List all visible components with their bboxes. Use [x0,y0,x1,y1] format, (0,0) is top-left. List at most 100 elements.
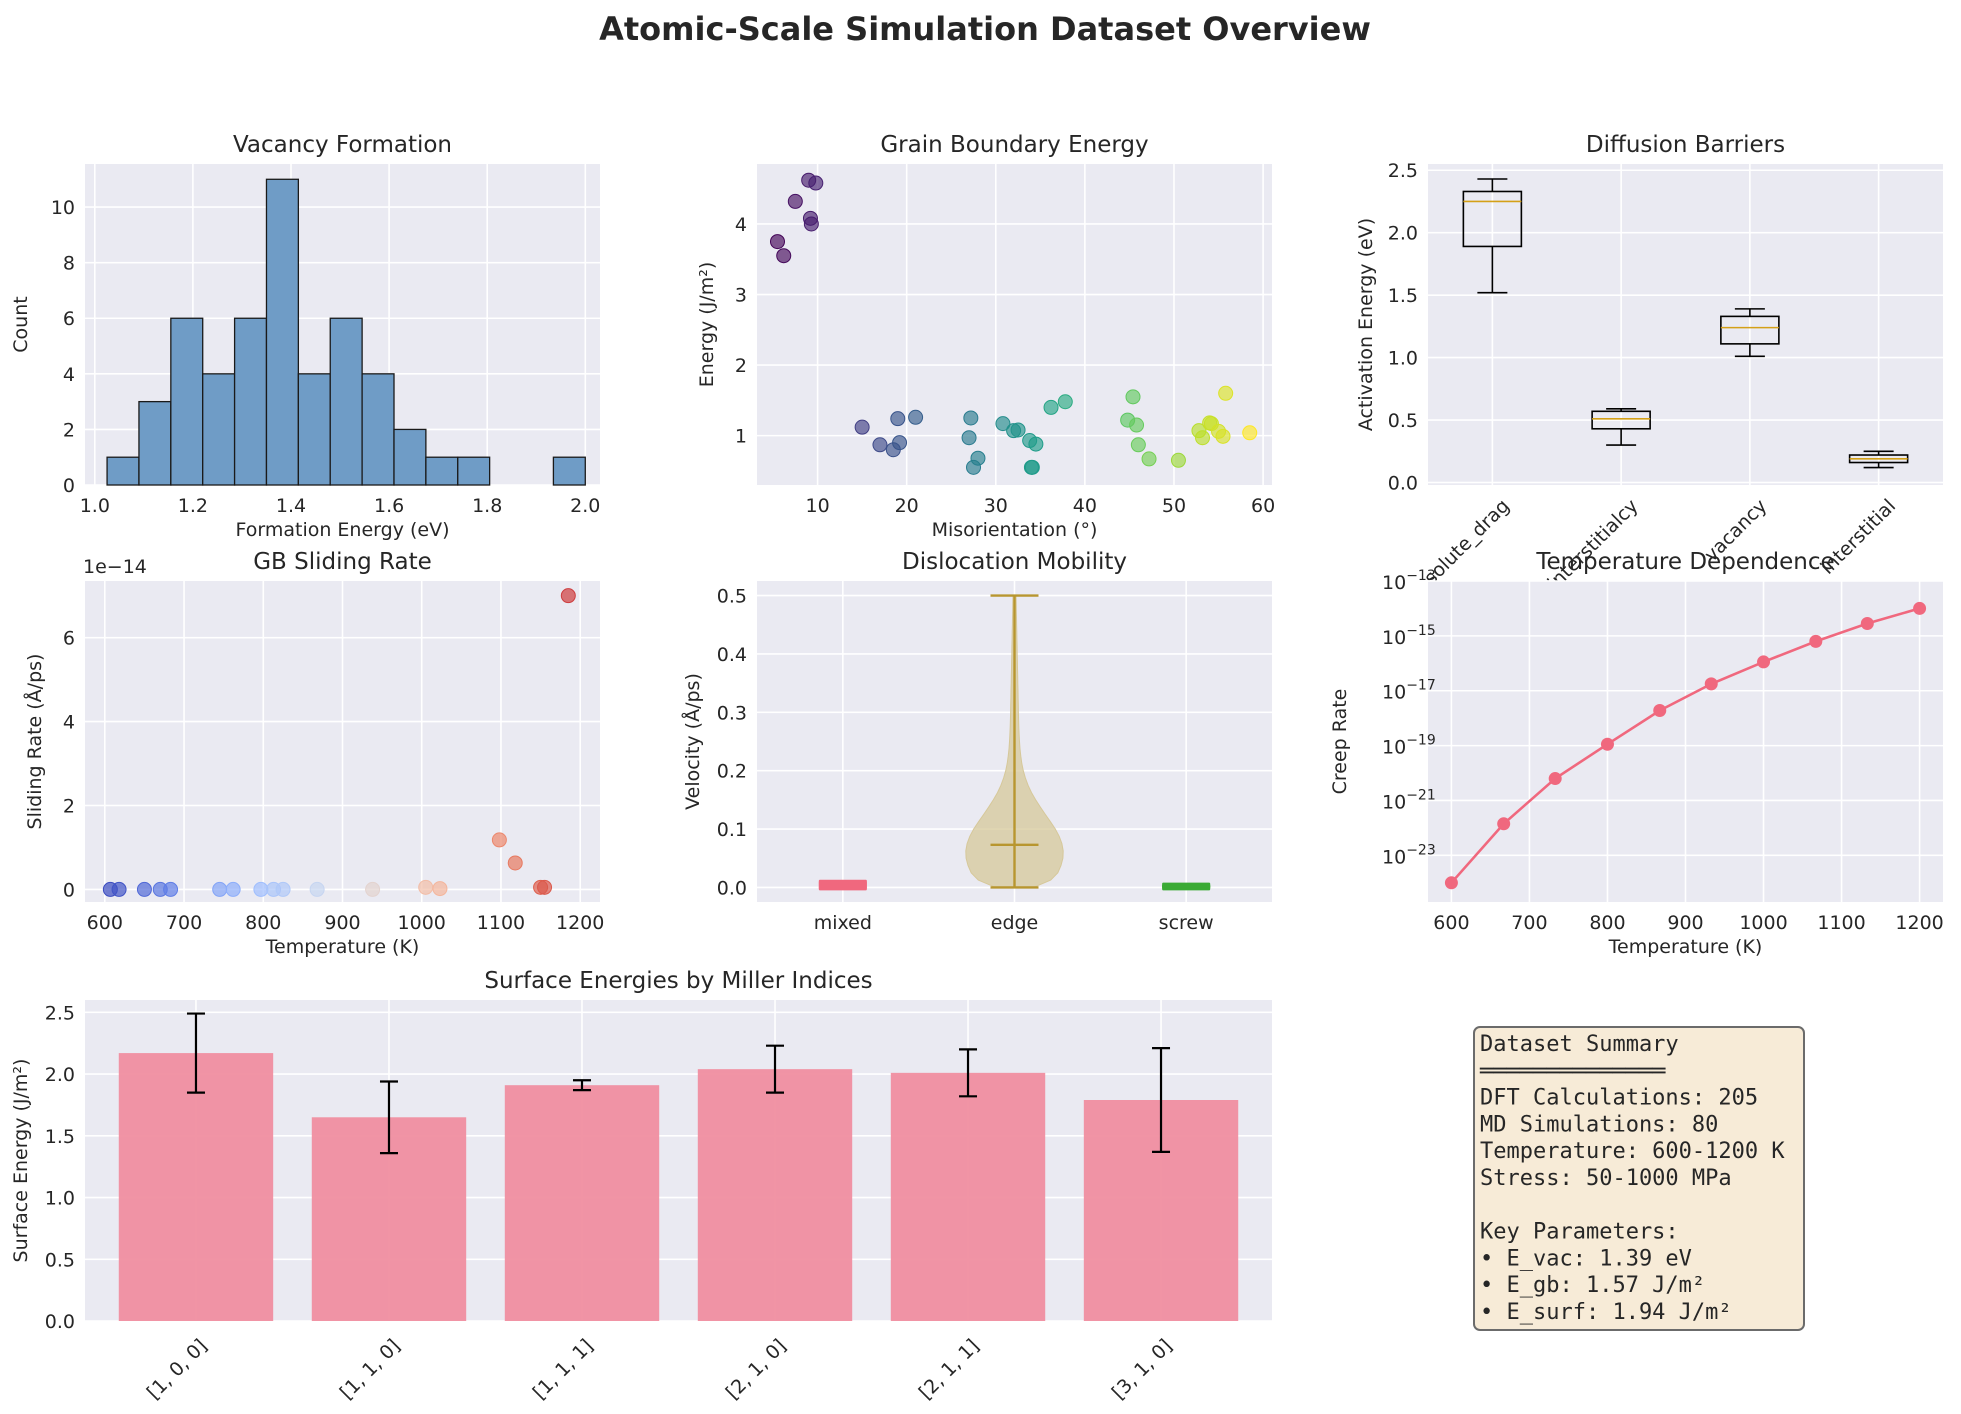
y-tick-label: 10−13 [1382,568,1436,594]
x-tick-label: 1100 [1817,912,1865,934]
scatter-point [275,881,291,897]
scatter-point [808,175,824,191]
panel-title: Vacancy Formation [233,132,452,158]
y-tick-label: 0.4 [717,644,747,666]
scatter-point [1195,430,1211,446]
histogram-bar [361,373,395,486]
histogram-bar [329,317,363,486]
y-tick-exponent: −23 [1406,842,1436,858]
box-body [1591,410,1651,430]
summary-line: DFT Calculations: 205 [1480,1086,1758,1111]
y-tick-base: 10 [1382,846,1406,868]
panel-title: GB Sliding Rate [253,549,432,575]
scatter-point [1010,422,1026,438]
scatter-point [1043,399,1059,415]
x-axis-label: Temperature (K) [1608,936,1763,958]
scatter-point [1242,425,1258,441]
scatter-point [111,881,127,897]
x-tick-label: mixed [814,912,872,934]
x-tick-label: [2, 1, 1] [915,1335,984,1404]
histogram-bar [202,373,236,486]
line-marker [1548,772,1562,786]
histogram-bar [425,456,459,486]
scatter-point [1129,417,1145,433]
y-tick-exponent: −13 [1406,568,1436,584]
y-tick-label: 2.0 [1388,223,1418,245]
scatter-point [163,881,179,897]
x-axis-label: Temperature (K) [265,936,420,958]
y-tick-label: 10 [51,197,75,219]
figure-title: Atomic-Scale Simulation Dataset Overview [599,10,1371,48]
box-body [1720,315,1780,345]
y-tick-label: 0.0 [45,1311,75,1333]
scatter-point [1130,437,1146,453]
y-tick-label: 0.5 [45,1249,75,1271]
scatter-point [963,410,979,426]
x-tick-label: 1000 [1739,912,1787,934]
x-tick-label: screw [1159,912,1214,934]
y-tick-label: 2 [63,795,75,817]
scatter-point [995,416,1011,432]
y-tick-label: 1.0 [1388,348,1418,370]
panel-title: Surface Energies by Miller Indices [484,968,872,994]
scatter-point [1218,385,1234,401]
scatter-point [491,832,507,848]
y-tick-label: 0 [63,475,75,497]
scatter-point [1057,394,1073,410]
summary-line: MD Simulations: 80 [1480,1112,1718,1137]
histogram-bar [393,428,427,486]
x-tick-label: 800 [245,912,281,934]
panel-title: Diffusion Barriers [1586,132,1785,158]
y-tick-label: 10−21 [1382,787,1436,813]
x-tick-label: edge [991,912,1039,934]
summary-line: Dataset Summary [1480,1032,1679,1057]
summary-line: ══════════════ [1479,1059,1666,1084]
bar [504,1085,660,1321]
y-tick-label: 0.2 [717,761,747,783]
scatter-point [872,437,888,453]
x-tick-label: 900 [1667,912,1703,934]
x-tick-label: 30 [984,495,1008,517]
line-marker [1600,737,1614,751]
panel-creep: Temperature Dependence 600 700 800 900 1000 11… [1329,549,1944,958]
y-axis-label: Activation Energy (eV) [1355,218,1377,431]
y-tick-label: 0 [63,879,75,901]
panel-gbsliding: GB Sliding Rate 0 2 4 6 600 700 800 900 1000 1100 1… [23,549,604,958]
line-marker [1704,677,1718,691]
scatter-point [432,881,448,897]
x-tick-label: 600 [87,912,123,934]
scatter-point [1215,428,1231,444]
y-tick-label: 3 [735,285,747,307]
scatter-point [1125,389,1141,405]
scatter-point [970,450,986,466]
y-tick-label: 2.5 [45,1002,75,1024]
x-tick-label: [1, 0, 0] [143,1335,212,1404]
x-tick-label: 600 [1433,912,1469,934]
x-tick-label: 20 [895,495,919,517]
scatter-point [769,234,785,250]
y-tick-label: 4 [63,712,75,734]
y-tick-label: 2 [735,355,747,377]
panel-surface: Surface Energies by Miller Indices 0.0 0.5… [10,968,1272,1404]
y-tick-label: 10−15 [1382,623,1436,649]
y-tick-label: 1.5 [1388,285,1418,307]
histogram-bar [265,178,300,486]
axis-offset-text: 1e−14 [83,556,147,578]
x-tick-label: 60 [1251,495,1275,517]
panel-vacancy: Vacancy Formation 0 2 4 6 8 10 1.0 1.2 1.4 1.6 1.8 2… [10,132,600,541]
y-tick-label: 1.0 [45,1188,75,1210]
dataset-summary-box: Dataset Summary══════════════DFT Calcula… [1473,1026,1805,1331]
line-marker [1444,876,1458,890]
summary-line: Temperature: 600-1200 K [1480,1139,1785,1164]
scatter-point [908,409,924,425]
x-tick-label: 900 [324,912,360,934]
y-axis-label: Energy (J/m²) [696,262,718,388]
scatter-point [787,193,803,209]
x-tick-label: 1.6 [374,495,404,517]
y-tick-label: 4 [63,364,75,386]
histogram-bar [106,456,140,486]
y-tick-label: 1.5 [45,1126,75,1148]
panel-title: Temperature Dependence [1535,549,1834,575]
line-marker [1860,617,1874,631]
y-tick-label: 1 [735,426,747,448]
